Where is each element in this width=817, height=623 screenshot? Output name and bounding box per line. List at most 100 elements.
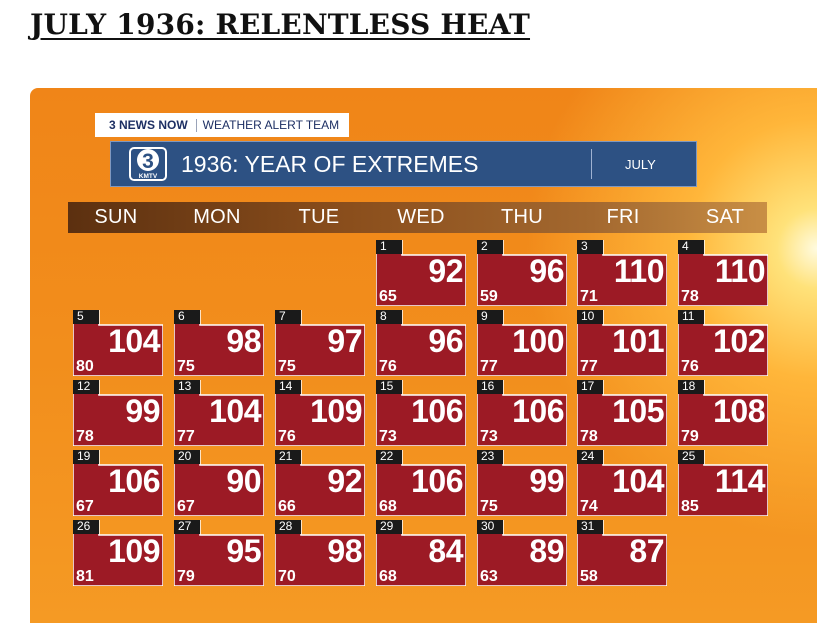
day-cell: 19 106 67 xyxy=(73,449,163,516)
high-temp: 104 xyxy=(108,323,160,359)
day-number: 22 xyxy=(380,449,394,463)
high-temp: 98 xyxy=(226,323,261,359)
day-cell-box xyxy=(577,240,667,306)
low-temp: 74 xyxy=(580,498,598,515)
day-number: 15 xyxy=(380,379,394,393)
low-temp: 76 xyxy=(379,358,397,375)
day-cell-box xyxy=(577,520,667,586)
weekday-fri: FRI xyxy=(606,206,640,228)
day-number: 10 xyxy=(581,309,595,323)
high-temp: 101 xyxy=(612,323,664,359)
day-number: 26 xyxy=(77,519,91,533)
graphic-title: 1936: YEAR OF EXTREMES xyxy=(181,151,479,177)
low-temp: 75 xyxy=(278,358,296,375)
weekday-sat: SAT xyxy=(705,206,745,228)
high-temp: 102 xyxy=(713,323,765,359)
day-cell: 22 106 68 xyxy=(376,449,466,516)
day-cell-box xyxy=(275,380,365,446)
day-cell: 5 104 80 xyxy=(73,309,163,376)
high-temp: 87 xyxy=(629,533,664,569)
day-cell-box xyxy=(376,240,466,306)
low-temp: 65 xyxy=(379,288,397,305)
low-temp: 77 xyxy=(580,358,598,375)
day-number: 18 xyxy=(682,379,696,393)
day-cell-box xyxy=(376,450,466,516)
day-cell: 13 104 77 xyxy=(174,379,264,446)
day-cell: 3 110 71 xyxy=(577,239,667,306)
day-number: 17 xyxy=(581,379,595,393)
day-cell-box xyxy=(678,450,768,516)
day-cell-box xyxy=(477,520,567,586)
low-temp: 81 xyxy=(76,568,94,585)
day-cell-box xyxy=(477,310,567,376)
day-cell-box xyxy=(376,520,466,586)
high-temp: 100 xyxy=(512,323,564,359)
day-number: 2 xyxy=(481,239,488,253)
news-tag-divider xyxy=(195,118,197,132)
title-divider xyxy=(591,149,592,179)
high-temp: 109 xyxy=(108,533,160,569)
low-temp: 75 xyxy=(177,358,195,375)
day-cell: 24 104 74 xyxy=(577,449,667,516)
low-temp: 80 xyxy=(76,358,94,375)
low-temp: 67 xyxy=(177,498,195,515)
low-temp: 68 xyxy=(379,498,397,515)
day-cell-box xyxy=(73,520,163,586)
day-number: 27 xyxy=(178,519,192,533)
day-cell-box xyxy=(477,380,567,446)
high-temp: 90 xyxy=(226,463,261,499)
day-cell: 11 102 76 xyxy=(678,309,768,376)
day-cell: 17 105 78 xyxy=(577,379,667,446)
low-temp: 73 xyxy=(379,428,397,445)
low-temp: 70 xyxy=(278,568,296,585)
day-cell: 9 100 77 xyxy=(477,309,567,376)
day-cell: 31 87 58 xyxy=(577,519,667,586)
day-number: 1 xyxy=(380,239,387,253)
month-label: JULY xyxy=(625,157,656,172)
day-number: 16 xyxy=(481,379,495,393)
high-temp: 97 xyxy=(327,323,362,359)
day-number: 29 xyxy=(380,519,394,533)
day-cell-box xyxy=(73,450,163,516)
day-number: 20 xyxy=(178,449,192,463)
day-cell-box xyxy=(678,380,768,446)
low-temp: 85 xyxy=(681,498,699,515)
low-temp: 73 xyxy=(480,428,498,445)
day-number: 13 xyxy=(178,379,192,393)
day-cell-box xyxy=(275,450,365,516)
title-bar: 3 KMTV 1936: YEAR OF EXTREMES JULY xyxy=(110,141,697,187)
day-cell: 6 98 75 xyxy=(174,309,264,376)
low-temp: 78 xyxy=(681,288,699,305)
day-cell-box xyxy=(73,310,163,376)
day-cell-box xyxy=(477,240,567,306)
day-number: 28 xyxy=(279,519,293,533)
weekday-tue: TUE xyxy=(298,206,340,228)
low-temp: 78 xyxy=(580,428,598,445)
day-cell: 4 110 78 xyxy=(678,239,768,306)
logo-call-letters: KMTV xyxy=(139,173,158,180)
day-cell: 23 99 75 xyxy=(477,449,567,516)
high-temp: 98 xyxy=(327,533,362,569)
high-temp: 99 xyxy=(529,463,564,499)
day-cell: 12 99 78 xyxy=(73,379,163,446)
day-cell: 8 96 76 xyxy=(376,309,466,376)
day-cell-box xyxy=(174,520,264,586)
low-temp: 79 xyxy=(177,568,195,585)
day-cell: 21 92 66 xyxy=(275,449,365,516)
logo-number: 3 xyxy=(142,150,154,173)
day-number: 5 xyxy=(77,309,84,323)
high-temp: 106 xyxy=(411,463,463,499)
day-number: 31 xyxy=(581,519,595,533)
day-number: 7 xyxy=(279,309,286,323)
day-cell: 30 89 63 xyxy=(477,519,567,586)
weekday-mon: MON xyxy=(193,206,241,228)
high-temp: 89 xyxy=(529,533,564,569)
high-temp: 106 xyxy=(411,393,463,429)
day-cell-box xyxy=(376,380,466,446)
high-temp: 108 xyxy=(713,393,765,429)
day-cell: 7 97 75 xyxy=(275,309,365,376)
day-number: 8 xyxy=(380,309,387,323)
day-number: 25 xyxy=(682,449,696,463)
high-temp: 106 xyxy=(108,463,160,499)
day-cell-box xyxy=(577,450,667,516)
